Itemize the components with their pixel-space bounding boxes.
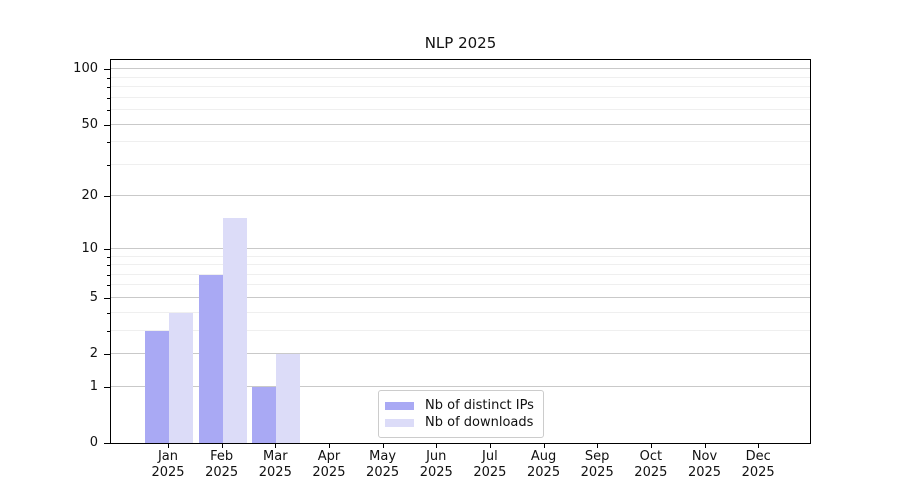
x-axis-tick	[650, 444, 652, 448]
x-axis-tick-label: Jan 2025	[151, 449, 185, 480]
chart-title: NLP 2025	[424, 34, 497, 52]
y-axis-tick-label: 100	[73, 61, 98, 77]
x-axis-tick	[436, 444, 438, 448]
y-minor-gridline	[111, 273, 810, 275]
x-axis-tick-label: Apr 2025	[312, 449, 346, 480]
y-axis-minor-tick	[107, 265, 110, 267]
y-axis-minor-tick	[107, 256, 110, 258]
y-axis-minor-tick	[107, 77, 110, 79]
y-axis-minor-tick	[107, 285, 110, 287]
y-minor-gridline	[111, 255, 810, 257]
x-axis-tick	[328, 444, 330, 448]
y-axis-tick-label: 0	[89, 435, 98, 450]
x-axis-tick-label: Aug 2025	[527, 449, 561, 480]
y-axis-tick-label: 20	[81, 188, 98, 204]
bar-distinct-ips-feb	[198, 274, 223, 443]
y-axis-minor-tick	[107, 110, 110, 112]
y-axis-tick	[104, 196, 110, 198]
x-axis-tick	[168, 444, 169, 448]
x-axis-tick-label: Oct 2025	[634, 449, 668, 480]
x-axis-tick-label: Sep 2025	[580, 449, 614, 480]
bar-distinct-ips-mar	[252, 386, 277, 443]
y-minor-gridline	[111, 86, 810, 88]
x-axis-tick	[597, 444, 599, 448]
legend: Nb of distinct IPs Nb of downloads	[378, 390, 544, 438]
y-major-gridline	[111, 195, 810, 197]
y-axis-minor-tick	[107, 87, 110, 89]
y-major-gridline	[111, 247, 810, 249]
legend-entry-downloads: Nb of downloads	[385, 414, 535, 431]
x-axis-tick-label: Dec 2025	[741, 449, 775, 480]
y-major-gridline	[111, 123, 810, 125]
y-axis-tick-label: 1	[89, 378, 98, 394]
y-axis-tick-label: 10	[81, 240, 98, 256]
legend-swatch	[385, 401, 414, 410]
y-axis-tick-label: 2	[89, 346, 98, 362]
legend-swatch	[385, 418, 414, 427]
y-axis-minor-tick	[107, 312, 110, 314]
y-axis-tick	[104, 297, 110, 299]
y-minor-gridline	[111, 284, 810, 286]
bar-distinct-ips-jan	[145, 330, 169, 443]
plot-area	[110, 59, 811, 444]
bar-downloads-jan	[169, 312, 193, 443]
y-minor-gridline	[111, 76, 810, 78]
x-axis-tick	[221, 444, 223, 448]
x-axis-tick-label: Jun 2025	[419, 449, 453, 480]
y-axis-tick	[104, 354, 110, 356]
x-axis-tick-label: Feb 2025	[205, 449, 239, 480]
x-axis-tick-label: Jul 2025	[473, 449, 507, 480]
legend-label: Nb of distinct IPs	[425, 398, 534, 413]
x-axis-tick	[275, 444, 277, 448]
y-minor-gridline	[111, 141, 810, 143]
x-axis-tick-label: May 2025	[366, 449, 400, 480]
y-axis-minor-tick	[107, 97, 110, 99]
y-axis-tick	[104, 443, 110, 444]
y-axis-minor-tick	[107, 274, 110, 276]
y-major-gridline	[111, 296, 810, 298]
x-axis-tick	[543, 444, 545, 448]
y-axis-tick-label: 50	[81, 116, 98, 132]
bar-downloads-feb	[222, 218, 247, 443]
y-axis-minor-tick	[107, 164, 110, 166]
y-axis-tick	[104, 386, 110, 388]
bar-downloads-mar	[276, 354, 301, 443]
legend-entry-distinct-ips: Nb of distinct IPs	[385, 397, 535, 414]
y-minor-gridline	[111, 109, 810, 111]
y-axis-minor-tick	[107, 330, 110, 332]
x-axis-tick	[758, 444, 760, 448]
y-minor-gridline	[111, 311, 810, 313]
y-minor-gridline	[111, 163, 810, 165]
y-major-gridline	[111, 353, 810, 355]
x-axis-tick	[704, 444, 706, 448]
y-minor-gridline	[111, 329, 810, 331]
y-major-gridline	[111, 385, 810, 387]
y-axis-minor-tick	[107, 142, 110, 144]
y-minor-gridline	[111, 264, 810, 266]
legend-label: Nb of downloads	[425, 415, 534, 430]
y-axis-tick	[104, 248, 110, 250]
x-axis-tick-label: Nov 2025	[687, 449, 722, 480]
x-axis-tick	[382, 444, 384, 448]
x-axis-tick-label: Mar 2025	[258, 449, 292, 480]
x-axis-tick	[489, 444, 491, 448]
y-major-gridline	[111, 68, 810, 70]
y-axis-tick-label: 5	[89, 289, 98, 305]
y-minor-gridline	[111, 96, 810, 98]
y-axis-tick	[104, 124, 110, 126]
y-axis-tick	[104, 69, 110, 71]
